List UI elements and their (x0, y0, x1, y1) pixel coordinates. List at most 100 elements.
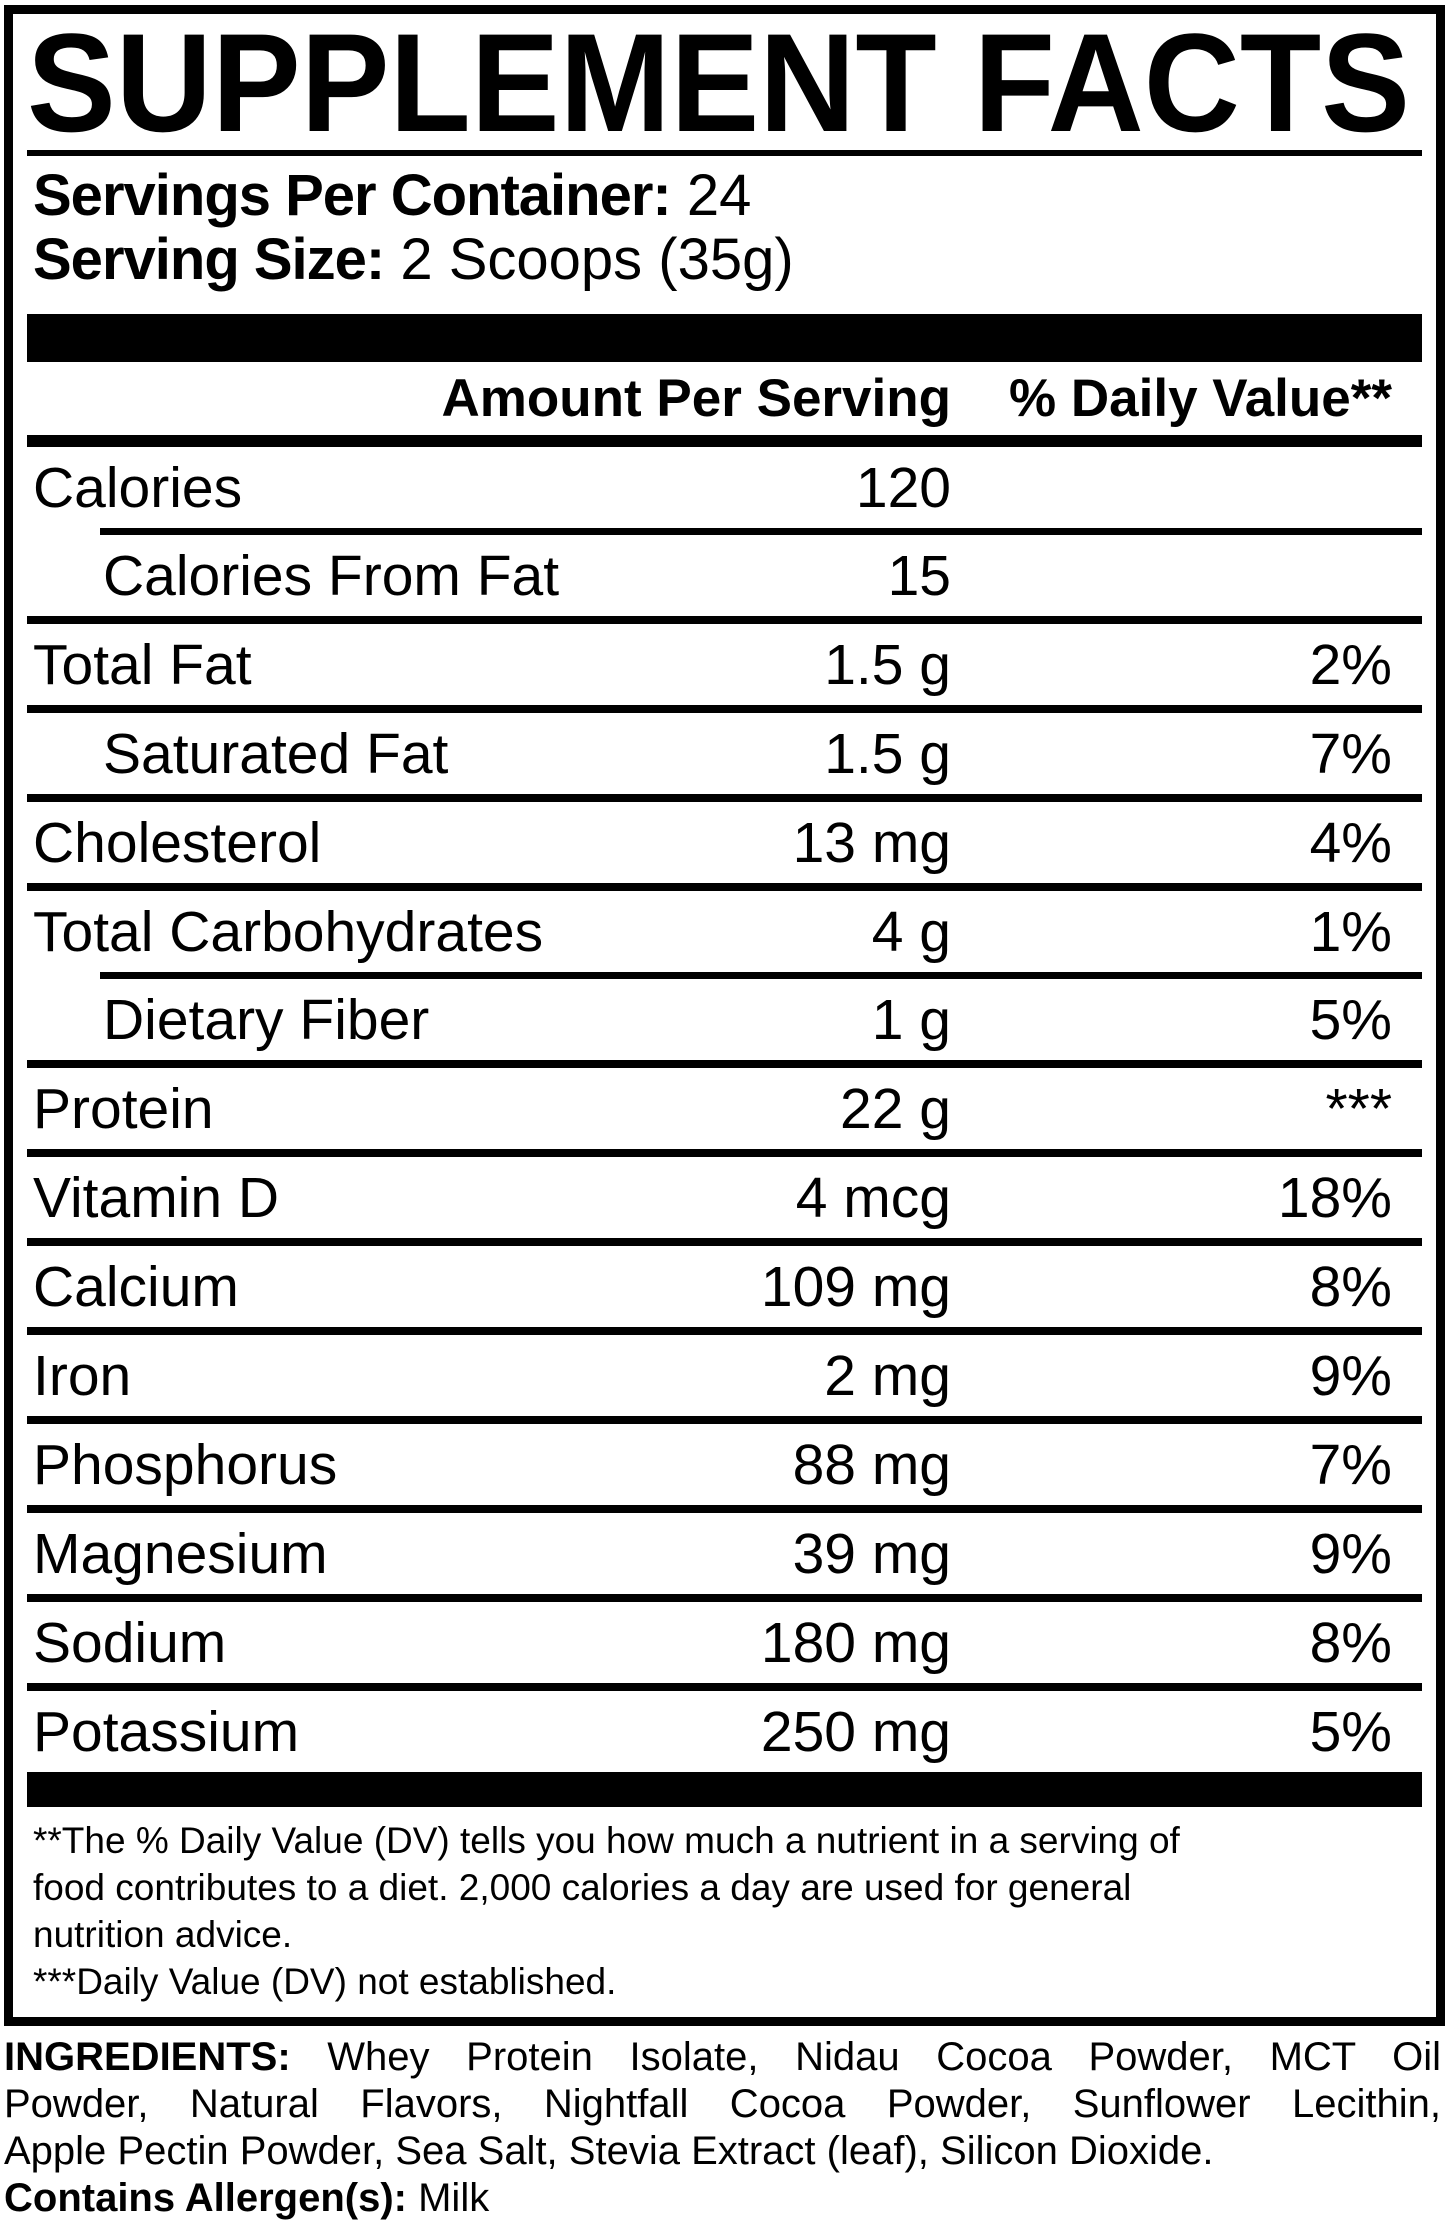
nutrient-row-total-carbohydrates: Total Carbohydrates 4 g 1% (27, 891, 1422, 972)
separator-bar-bottom (27, 1772, 1422, 1807)
serving-size: Serving Size: 2 Scoops (35g) (33, 228, 1422, 292)
nutrient-name: Protein (33, 1076, 214, 1141)
row-divider (27, 616, 1422, 624)
nutrient-amount: 120 (855, 455, 951, 520)
nutrient-amount: 4 mcg (795, 1165, 951, 1230)
nutrient-name: Total Carbohydrates (33, 899, 544, 964)
nutrient-name: Vitamin D (33, 1165, 280, 1230)
ingredients-line1-rest: Whey Protein Isolate, Nidau Cocoa Powder… (290, 2035, 1441, 2079)
nutrient-row-total-fat: Total Fat 1.5 g 2% (27, 624, 1422, 705)
nutrient-dv: 1% (1309, 899, 1392, 964)
supplement-facts-panel: SUPPLEMENT FACTS Servings Per Container:… (4, 5, 1445, 2026)
nutrient-name: Dietary Fiber (103, 987, 430, 1052)
row-divider (27, 1149, 1422, 1157)
nutrient-name: Cholesterol (33, 810, 322, 875)
nutrient-row-iron: Iron 2 mg 9% (27, 1335, 1422, 1416)
panel-title: SUPPLEMENT FACTS (27, 27, 1410, 139)
nutrient-dv: 7% (1309, 721, 1392, 786)
nutrient-amount: 88 mg (792, 1432, 951, 1497)
nutrient-row-saturated-fat: Saturated Fat 1.5 g 7% (27, 713, 1422, 794)
nutrient-row-magnesium: Magnesium 39 mg 9% (27, 1513, 1422, 1594)
nutrient-name: Calories From Fat (103, 543, 560, 608)
nutrient-dv: 8% (1309, 1254, 1392, 1319)
row-divider (27, 1327, 1422, 1335)
nutrient-amount: 1 g (871, 987, 951, 1052)
ingredients-line2: Powder, Natural Flavors, Nightfall Cocoa… (4, 2082, 1441, 2126)
nutrient-amount: 1.5 g (824, 632, 951, 697)
table-header-row: Amount Per Serving % Daily Value** (27, 362, 1422, 435)
header-divider (27, 435, 1422, 447)
nutrient-row-calories-from-fat: Calories From Fat 15 (27, 535, 1422, 616)
allergen-value: Milk (407, 2176, 490, 2220)
footnote-not-established: ***Daily Value (DV) not established. (33, 1961, 617, 2002)
footnote-dv-line2: food contributes to a diet. 2,000 calori… (33, 1867, 1132, 1908)
nutrient-dv: 5% (1309, 1699, 1392, 1764)
nutrient-amount: 109 mg (760, 1254, 951, 1319)
nutrient-dv: 5% (1309, 987, 1392, 1052)
header-amount-per-serving: Amount Per Serving (441, 369, 951, 428)
nutrient-row-protein: Protein 22 g *** (27, 1068, 1422, 1149)
ingredients-line3: Apple Pectin Powder, Sea Salt, Stevia Ex… (4, 2129, 1214, 2173)
row-divider (27, 1594, 1422, 1602)
nutrient-dv (951, 455, 1422, 521)
nutrient-row-calcium: Calcium 109 mg 8% (27, 1246, 1422, 1327)
row-divider (27, 1238, 1422, 1246)
nutrient-name: Iron (33, 1343, 132, 1408)
row-divider (27, 1505, 1422, 1513)
servings-per-container-label: Servings Per Container: (33, 163, 672, 228)
row-divider (27, 705, 1422, 713)
nutrient-name: Calcium (33, 1254, 239, 1319)
footnotes: **The % Daily Value (DV) tells you how m… (27, 1807, 1422, 2017)
title-divider (27, 150, 1422, 156)
ingredients-section: INGREDIENTS: Whey Protein Isolate, Nidau… (4, 2034, 1441, 2222)
nutrient-row-calories: Calories 120 (27, 447, 1422, 528)
nutrient-name: Saturated Fat (103, 721, 449, 786)
header-daily-value: % Daily Value** (1009, 369, 1392, 428)
servings-per-container: Servings Per Container: 24 (33, 164, 1422, 228)
nutrient-amount: 15 (887, 543, 951, 608)
serving-info: Servings Per Container: 24 Serving Size:… (27, 156, 1422, 314)
nutrient-dv: 4% (1309, 810, 1392, 875)
row-divider (100, 528, 1422, 535)
ingredients-label: INGREDIENTS: (4, 2035, 291, 2079)
nutrient-amount: 22 g (840, 1076, 951, 1141)
nutrient-row-phosphorus: Phosphorus 88 mg 7% (27, 1424, 1422, 1505)
nutrient-amount: 13 mg (792, 810, 951, 875)
ingredients-line1: INGREDIENTS: Whey Protein Isolate, Nidau… (4, 2034, 1441, 2081)
row-divider (27, 794, 1422, 802)
serving-size-label: Serving Size: (33, 227, 385, 292)
nutrient-row-potassium: Potassium 250 mg 5% (27, 1691, 1422, 1772)
serving-size-value: 2 Scoops (35g) (384, 227, 794, 292)
panel-title-wrap: SUPPLEMENT FACTS (27, 14, 1422, 156)
nutrient-name: Potassium (33, 1699, 300, 1764)
page-title: SUPPLEMENT FACTS (27, 27, 1410, 139)
row-divider (27, 1683, 1422, 1691)
nutrient-dv: *** (1325, 1076, 1392, 1141)
nutrient-name: Sodium (33, 1610, 227, 1675)
nutrient-row-dietary-fiber: Dietary Fiber 1 g 5% (27, 979, 1422, 1060)
row-divider (27, 1416, 1422, 1424)
nutrient-dv: 18% (1277, 1165, 1392, 1230)
nutrient-name: Calories (33, 455, 243, 520)
nutrient-dv: 8% (1309, 1610, 1392, 1675)
allergen-line: Contains Allergen(s): Milk (4, 2175, 1441, 2222)
row-divider (27, 883, 1422, 891)
nutrient-amount: 1.5 g (824, 721, 951, 786)
row-divider (100, 972, 1422, 979)
nutrient-dv: 2% (1309, 632, 1392, 697)
nutrient-amount: 4 g (871, 899, 951, 964)
nutrient-dv: 7% (1309, 1432, 1392, 1497)
nutrient-dv (951, 543, 1422, 609)
nutrient-row-sodium: Sodium 180 mg 8% (27, 1602, 1422, 1683)
nutrient-name: Magnesium (33, 1521, 328, 1586)
row-divider (27, 1060, 1422, 1068)
nutrient-dv: 9% (1309, 1343, 1392, 1408)
nutrient-amount: 39 mg (792, 1521, 951, 1586)
separator-bar-top (27, 314, 1422, 362)
nutrient-dv: 9% (1309, 1521, 1392, 1586)
nutrient-amount: 250 mg (760, 1699, 951, 1764)
footnote-dv-line3: nutrition advice. (33, 1914, 293, 1955)
nutrient-name: Phosphorus (33, 1432, 338, 1497)
allergen-label: Contains Allergen(s): (4, 2176, 407, 2220)
servings-per-container-value: 24 (670, 163, 752, 228)
